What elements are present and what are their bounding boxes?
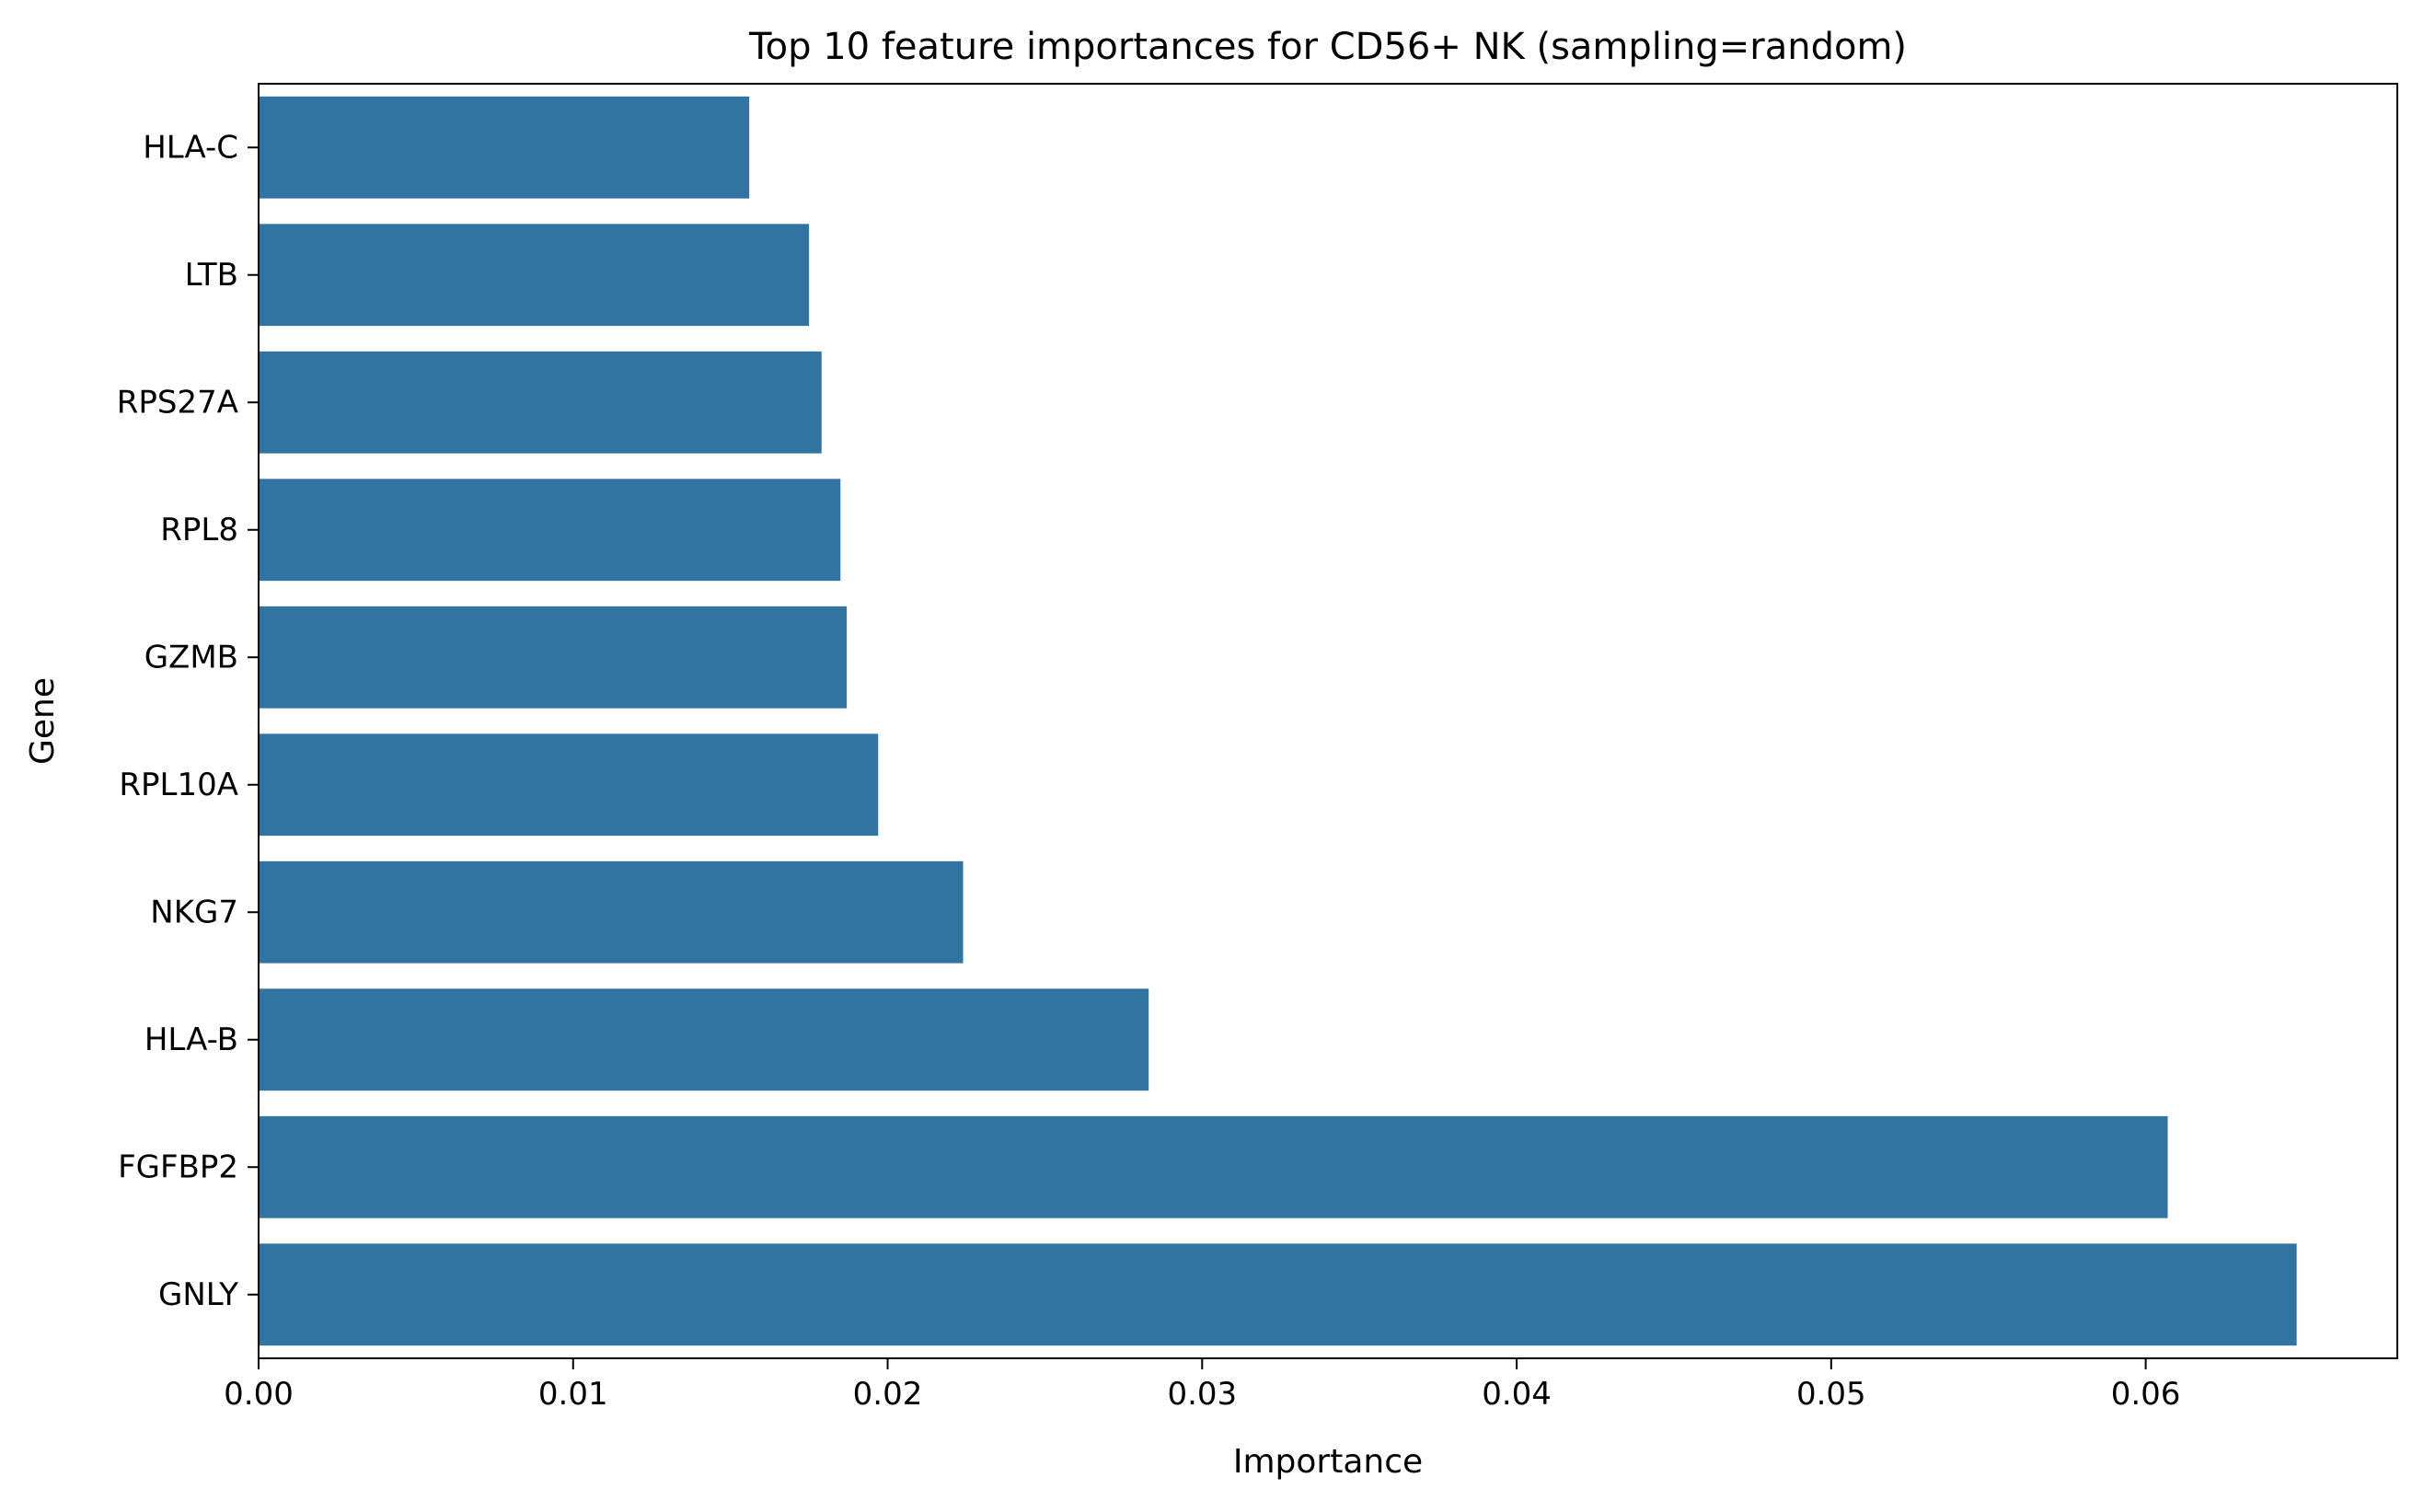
plot-frame xyxy=(258,83,2398,1359)
y-tick-label: GNLY xyxy=(158,1276,238,1313)
x-axis-label: Importance xyxy=(1233,1443,1423,1481)
y-tick-label: NKG7 xyxy=(150,894,238,930)
x-tick-label: 0.05 xyxy=(1796,1376,1866,1413)
y-tick-label: FGFBP2 xyxy=(118,1148,238,1185)
x-tick-label: 0.02 xyxy=(853,1376,923,1413)
bar-rps27a xyxy=(259,351,822,454)
y-tick-label: RPL8 xyxy=(160,512,238,548)
bar-hla-c xyxy=(259,96,750,199)
y-axis: HLA-C LTB RPS27A RPL8 GZMB RPL10A NKG7 HLA-B FGF… xyxy=(117,129,259,1313)
y-axis-label: Gene xyxy=(24,677,62,765)
x-tick-label: 0.04 xyxy=(1482,1376,1552,1413)
bar-nkg7 xyxy=(259,860,964,964)
bar-rpl8 xyxy=(259,479,841,582)
y-tick-label: RPS27A xyxy=(117,384,238,421)
bar-rpl10a xyxy=(259,733,879,837)
y-tick-label: HLA-C xyxy=(143,129,238,166)
bar-hla-b xyxy=(259,988,1149,1091)
x-tick-label: 0.06 xyxy=(2111,1376,2181,1413)
y-tick-label: HLA-B xyxy=(144,1021,238,1058)
y-tick-label: LTB xyxy=(185,257,238,294)
y-tick-label: RPL10A xyxy=(119,767,238,803)
x-tick-label: 0.03 xyxy=(1167,1376,1237,1413)
plot-area xyxy=(259,96,2297,1346)
chart-title: Top 10 feature importances for CD56+ NK … xyxy=(748,26,1907,68)
x-axis: 0.00 0.01 0.02 0.03 0.04 0.05 0.06 xyxy=(224,1358,2180,1413)
y-tick-label: GZMB xyxy=(144,639,238,675)
x-tick-label: 0.01 xyxy=(538,1376,608,1413)
bar-gzmb xyxy=(259,606,848,709)
bar-gnly xyxy=(259,1243,2297,1346)
bar-ltb xyxy=(259,224,810,327)
x-tick-label: 0.00 xyxy=(224,1376,294,1413)
bar-fgfbp2 xyxy=(259,1115,2168,1218)
